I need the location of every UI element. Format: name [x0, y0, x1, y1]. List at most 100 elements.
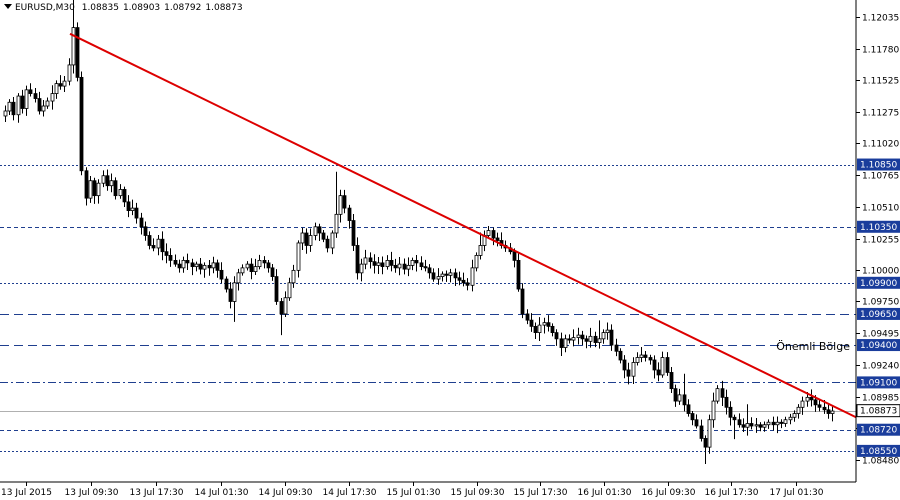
- candle-body: [474, 255, 479, 269]
- candle: [143, 221, 148, 241]
- candle: [376, 257, 381, 275]
- candle: [33, 87, 38, 103]
- candle-body: [151, 245, 156, 249]
- candle-body: [270, 267, 275, 277]
- y-tick-label: 1.10765: [862, 172, 899, 182]
- candle-body: [376, 262, 381, 266]
- downtrend-line[interactable]: [69, 32, 857, 419]
- candle-body: [71, 27, 76, 66]
- candle: [796, 404, 801, 419]
- candle-body: [703, 438, 708, 448]
- candle-body: [809, 396, 814, 401]
- candle: [253, 258, 258, 275]
- candle: [737, 413, 742, 428]
- y-tick-label: 1.10000: [862, 267, 899, 277]
- candle: [3, 105, 8, 122]
- dropdown-arrow-icon[interactable]: [4, 4, 12, 9]
- candle: [703, 435, 708, 464]
- candle-body: [75, 27, 80, 78]
- candle-body: [207, 264, 212, 269]
- candle-body: [257, 259, 262, 268]
- candle-body: [618, 350, 623, 361]
- candle-body: [215, 262, 220, 271]
- level-label-text: 1.09100: [860, 378, 897, 388]
- candle: [567, 334, 572, 344]
- candle-body: [643, 354, 648, 358]
- candle: [79, 71, 84, 176]
- candle-body: [792, 413, 797, 418]
- candle-body: [347, 207, 352, 221]
- candle: [342, 189, 347, 214]
- candle-body: [749, 423, 754, 427]
- y-tick-label: 1.10510: [862, 204, 899, 214]
- candle-body: [520, 288, 525, 315]
- candle: [325, 235, 330, 253]
- candle: [682, 373, 687, 412]
- y-tick-label: 1.11525: [862, 77, 899, 87]
- candle-body: [317, 226, 322, 234]
- candle-body: [253, 266, 258, 273]
- candle-body: [652, 359, 657, 371]
- candle: [122, 186, 127, 207]
- candle: [16, 93, 21, 123]
- level-label-text: 1.09650: [860, 310, 897, 320]
- candle-body: [79, 76, 84, 172]
- candle: [626, 362, 631, 385]
- candle-body: [291, 269, 296, 284]
- candle-body: [236, 272, 241, 284]
- candle: [754, 418, 759, 433]
- candle-body: [134, 207, 139, 219]
- candle: [622, 355, 627, 379]
- candle-body: [440, 273, 445, 277]
- candle-body: [109, 180, 114, 187]
- candle-body: [105, 175, 110, 187]
- candle: [96, 179, 101, 204]
- candle-body: [571, 337, 576, 341]
- candle: [228, 282, 233, 309]
- candle: [164, 243, 169, 264]
- candle: [105, 169, 110, 191]
- candle-body: [410, 259, 415, 266]
- candle: [245, 261, 250, 271]
- candle: [470, 259, 475, 292]
- candle-body: [648, 357, 653, 361]
- candle-body: [576, 334, 581, 338]
- x-tick-label: 15 Jul 17:30: [514, 488, 568, 498]
- candle: [677, 388, 682, 405]
- candle: [88, 176, 93, 203]
- candle-body: [397, 263, 402, 269]
- candle: [520, 283, 525, 319]
- candle: [101, 170, 106, 188]
- candle-body: [665, 357, 670, 373]
- candle: [304, 228, 309, 254]
- candle: [690, 411, 695, 426]
- candle-body: [181, 259, 186, 269]
- candle: [597, 320, 602, 349]
- trendlines: [69, 32, 857, 419]
- candle: [62, 76, 67, 93]
- candle-body: [453, 272, 458, 279]
- symbol-label: EURUSD,M30: [15, 3, 75, 13]
- candle-body: [50, 93, 55, 102]
- candle: [389, 251, 394, 272]
- level-label-box: [857, 339, 900, 352]
- y-tick-label: 1.09240: [862, 362, 899, 372]
- candle: [601, 329, 606, 344]
- candle-body: [732, 416, 737, 421]
- candle: [168, 248, 173, 267]
- candle-body: [164, 251, 169, 256]
- candle: [635, 352, 640, 366]
- candle-body: [185, 259, 190, 264]
- candle-body: [715, 388, 720, 402]
- candle: [151, 238, 156, 252]
- candle: [11, 97, 16, 121]
- candle-body: [406, 264, 411, 270]
- candle: [296, 240, 301, 278]
- candle: [749, 417, 754, 430]
- candle: [593, 331, 598, 348]
- candle-body: [711, 400, 716, 421]
- candle-body: [720, 388, 725, 398]
- time-axis: 13 Jul 2015 13 Jul 09:30 13 Jul 17:30 14 Ju…: [1, 482, 824, 498]
- x-tick-label: 14 Jul 09:30: [259, 488, 313, 498]
